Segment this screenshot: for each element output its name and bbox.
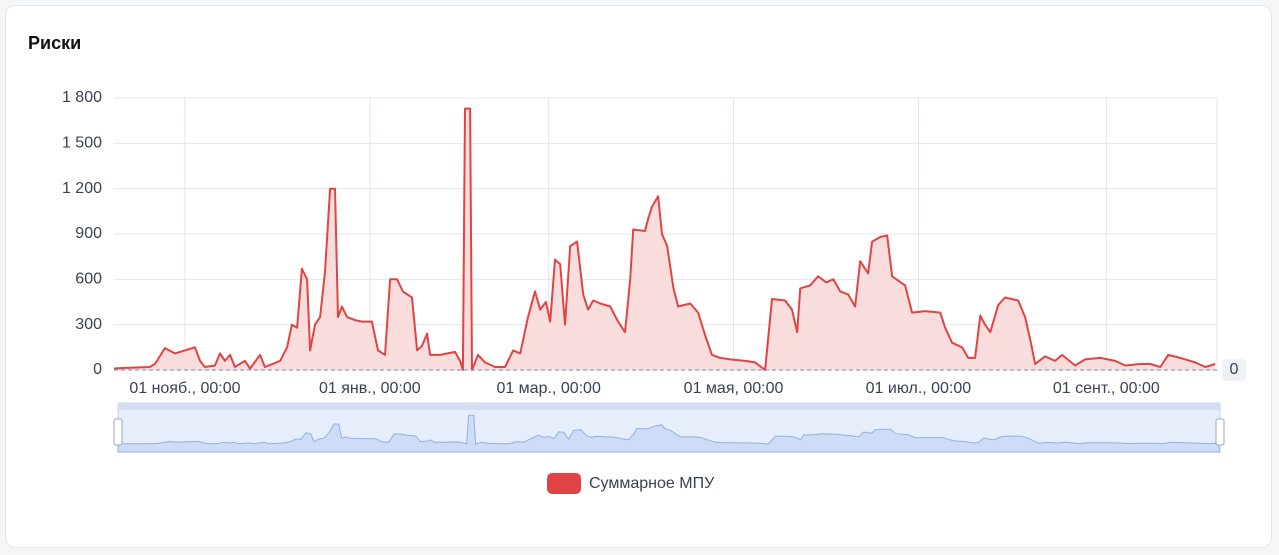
zoom-handle[interactable] (1215, 418, 1225, 446)
y-tick-label: 300 (75, 316, 102, 333)
legend-label: Суммарное МПУ (589, 475, 715, 492)
x-tick-label: 01 мар., 00:00 (496, 380, 601, 397)
zoom-handle[interactable] (113, 418, 123, 446)
x-tick-label: 01 нояб., 00:00 (129, 380, 240, 397)
y-tick-label: 0 (93, 361, 102, 378)
x-tick-label: 01 янв., 00:00 (319, 380, 421, 397)
y-tick-label: 1 200 (62, 180, 102, 197)
y-tick-label: 1 800 (62, 89, 102, 106)
mark-label-bg (1222, 359, 1246, 381)
line (113, 107, 1216, 371)
y-tick-label: 1 500 (62, 135, 102, 152)
x-tick-label: 01 июл., 00:00 (866, 380, 972, 397)
mark-label: 0 (1230, 361, 1239, 378)
x-tick-label: 01 мая, 00:00 (684, 380, 784, 397)
zoom-area (117, 414, 1221, 453)
x-tick-label: 01 сент., 00:00 (1053, 380, 1160, 397)
y-tick-label: 900 (75, 225, 102, 242)
chart-title: Риски (28, 33, 81, 53)
y-tick-label: 600 (75, 271, 102, 288)
legend-swatch (547, 473, 581, 494)
zoom-bar (118, 403, 1220, 410)
